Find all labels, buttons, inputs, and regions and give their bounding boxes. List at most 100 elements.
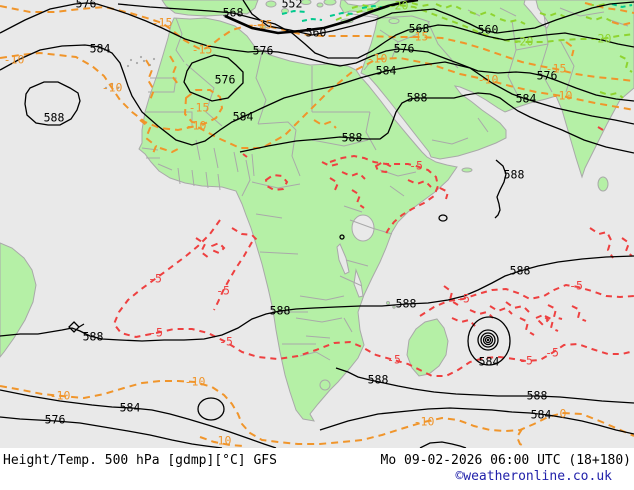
contour-588-southeast (335, 367, 634, 404)
contour-label: -5 (216, 284, 230, 298)
contour-label: -20 (591, 32, 612, 46)
contour-label: -5 (569, 279, 583, 293)
contour-label: -5 (456, 292, 470, 306)
contour-label: 560 (478, 23, 499, 37)
isotherm-minus15-north (0, 5, 634, 82)
contour-label: 576 (45, 413, 66, 427)
contour-label: -10 (211, 434, 232, 448)
contour-584-south (319, 407, 634, 435)
contour-label: 588 (342, 131, 363, 145)
contour-label: 584 (233, 110, 254, 124)
contour-label: 576 (394, 42, 415, 56)
contour-label: 568 (223, 6, 244, 20)
contour-label: 588 (83, 330, 104, 344)
cyclone-symbol (467, 316, 511, 366)
contour-label: -5 (519, 354, 533, 368)
isotherm-minus5-horn (329, 154, 440, 235)
copyright-link[interactable]: ©weatheronline.co.uk (455, 469, 612, 484)
landmass-madagascar (406, 318, 449, 377)
contour-label: -10 (552, 89, 573, 103)
landmass-south-america (0, 242, 37, 358)
contour-label: -10 (50, 389, 71, 403)
contour-label: 576 (537, 69, 558, 83)
contour-label: -15 (252, 18, 273, 32)
contour-label: 552 (282, 0, 303, 11)
contour-label: -15 (189, 101, 210, 115)
contour-label: 584 (376, 64, 397, 78)
contour-label: 588 (44, 111, 65, 125)
island-aegean (316, 2, 324, 8)
contour-label: -15 (408, 30, 429, 44)
contour-560 (242, 0, 634, 36)
contour-label: 584 (120, 401, 141, 415)
terrain-dots (104, 55, 156, 90)
contour-label: -15 (152, 16, 173, 30)
isotherm-minus10-south (0, 380, 634, 445)
contour-label: -5 (148, 272, 162, 286)
landmass-africa (138, 17, 458, 422)
contour-label: 584 (479, 355, 500, 369)
contour-552 (224, 0, 419, 35)
contour-closed-low-south (197, 397, 225, 421)
contour-label: -15 (546, 62, 567, 76)
footer-bar: Height/Temp. 500 hPa [gdmp][°C] GFS Mo 0… (0, 448, 634, 490)
isotherm-minus5-indian (419, 283, 634, 317)
island-socotra (461, 167, 473, 173)
contour-label: -5 (387, 353, 401, 367)
contour-label: -20 (388, 0, 409, 13)
island-marker-diamond (68, 321, 85, 333)
isotherm-minus5-south (112, 219, 634, 377)
contour-label: 588 (270, 304, 291, 318)
lake-malawi (353, 268, 364, 298)
contour-label: 584 (516, 92, 537, 106)
contour-label: 588 (396, 297, 417, 311)
contour-588-west-loop (24, 81, 81, 126)
contour-label: 560 (306, 26, 327, 40)
contour-label: 588 (368, 373, 389, 387)
contour-584-north (0, 44, 634, 146)
contour-label: 576 (215, 73, 236, 87)
map-title: Height/Temp. 500 hPa [gdmp][°C] GFS (3, 453, 277, 468)
contour-tiny-mark (339, 234, 345, 240)
inland-water (336, 0, 550, 298)
contour-label: -10 (4, 53, 25, 67)
landmasses (0, 0, 634, 422)
contour-576-north (0, 2, 634, 102)
contour-label: 0 (560, 407, 567, 421)
temp-contours-minus5 (112, 126, 634, 377)
contour-label: -10 (414, 415, 435, 429)
contour-label: -15 (192, 43, 213, 57)
contour-label: 576 (253, 44, 274, 58)
lake-tanganyika (336, 243, 350, 275)
contour-588-arabian-sea (494, 159, 507, 219)
island-comoros-2 (392, 305, 396, 309)
contour-label: -10 (185, 375, 206, 389)
contour-label: 588 (504, 168, 525, 182)
contour-label: 568 (409, 22, 430, 36)
contour-576-loop (183, 54, 244, 102)
contour-576-south (0, 416, 223, 448)
contour-584-southwest (0, 389, 277, 448)
temp-contours-minus25 (281, 3, 633, 22)
contour-label: 588 (510, 264, 531, 278)
contour-label: 576 (76, 0, 97, 11)
timestamp: Mo 09-02-2026 06:00 UTC (18+180) (380, 453, 631, 468)
island-cyprus (388, 18, 400, 24)
contour-bottom-arc (419, 441, 467, 448)
isotherm-minus5-central (213, 241, 253, 311)
contour-label: -5 (149, 326, 163, 340)
contour-label: -10 (186, 119, 207, 133)
contour-label: 584 (531, 408, 552, 422)
height-contours (0, 0, 634, 448)
contour-label: -5 (219, 335, 233, 349)
lake-victoria (351, 214, 375, 242)
caspian-sea (523, 0, 550, 29)
contour-label: -10 (367, 52, 388, 66)
contour-label: -5 (409, 159, 423, 173)
contour-small-oval (438, 214, 448, 222)
island-sri-lanka (597, 176, 609, 192)
contour-label: -10 (478, 73, 499, 87)
